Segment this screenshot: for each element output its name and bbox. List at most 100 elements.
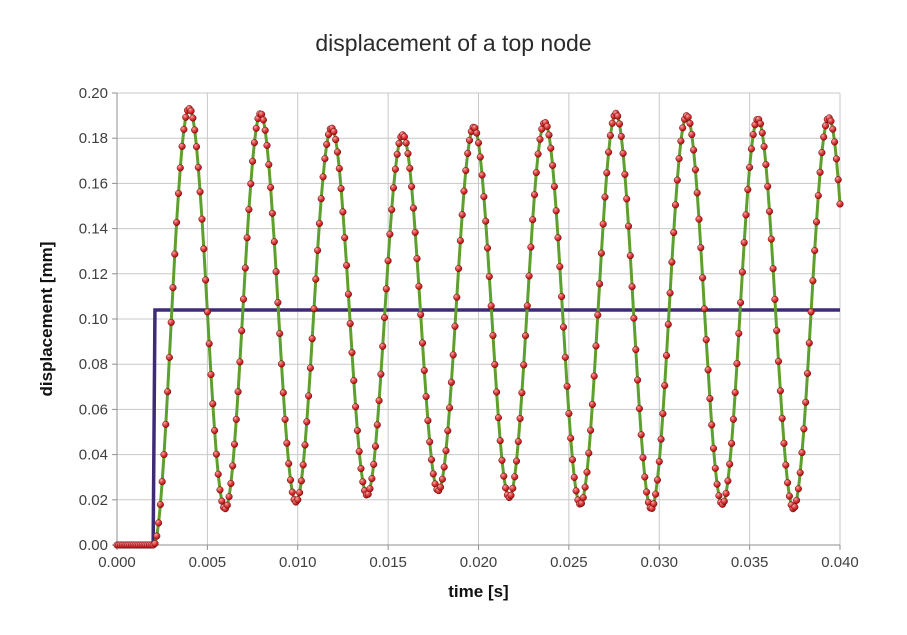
data-point-marker xyxy=(549,161,557,169)
y-axis-title: displacement [mm] xyxy=(37,241,56,397)
x-tick-label: 0.015 xyxy=(369,554,407,571)
data-point-marker xyxy=(583,468,591,476)
data-point-marker xyxy=(214,470,222,478)
data-point-marker xyxy=(599,220,607,228)
data-point-marker xyxy=(706,395,714,403)
data-point-marker xyxy=(523,302,531,310)
data-point-marker xyxy=(458,211,466,219)
data-point-marker xyxy=(176,164,184,172)
data-point-marker xyxy=(556,263,564,271)
data-point-marker xyxy=(520,361,528,369)
data-point-marker xyxy=(296,489,304,497)
data-point-marker xyxy=(688,130,696,139)
data-point-marker xyxy=(588,400,596,408)
data-point-marker xyxy=(756,120,765,128)
data-point-marker xyxy=(348,349,356,357)
data-point-marker xyxy=(605,148,613,156)
data-point-marker xyxy=(400,133,408,141)
data-point-marker xyxy=(715,492,723,500)
data-point-marker xyxy=(277,360,286,368)
data-point-marker xyxy=(634,376,642,384)
x-tick-label: 0.010 xyxy=(279,554,317,571)
grid-lines xyxy=(117,92,841,545)
data-point-marker xyxy=(794,485,802,493)
data-point-marker xyxy=(446,404,454,412)
data-point-marker xyxy=(382,285,390,293)
data-point-marker xyxy=(305,392,313,400)
data-point-marker xyxy=(836,200,844,208)
data-point-marker xyxy=(478,171,486,179)
data-point-marker xyxy=(444,427,452,435)
data-point-marker xyxy=(395,139,403,147)
data-point-marker xyxy=(196,188,204,196)
y-tick-label: 0.20 xyxy=(79,85,108,102)
data-point-marker xyxy=(532,169,540,177)
data-point-marker xyxy=(205,340,213,348)
data-point-marker xyxy=(800,425,808,433)
data-point-marker xyxy=(568,456,577,464)
data-point-marker xyxy=(818,149,826,157)
data-point-marker xyxy=(534,150,542,158)
data-point-marker xyxy=(274,298,282,307)
data-point-marker xyxy=(496,437,504,445)
data-point-marker xyxy=(615,120,624,128)
data-point-marker xyxy=(509,484,517,492)
data-point-marker xyxy=(211,426,219,435)
data-point-marker xyxy=(384,257,392,265)
data-point-marker xyxy=(391,165,399,173)
data-point-marker xyxy=(749,131,757,139)
data-point-marker xyxy=(239,295,248,303)
data-point-marker xyxy=(550,182,558,191)
data-point-marker xyxy=(357,465,365,473)
data-point-marker xyxy=(411,228,419,236)
data-point-marker xyxy=(565,409,573,418)
data-point-marker xyxy=(650,500,658,508)
data-point-marker xyxy=(791,503,799,511)
data-point-marker xyxy=(310,305,318,313)
data-point-marker xyxy=(218,497,226,505)
data-point-marker xyxy=(473,129,481,137)
data-point-marker xyxy=(735,329,743,337)
data-point-marker xyxy=(816,168,824,176)
y-tick-label: 0.04 xyxy=(79,447,108,464)
data-point-marker xyxy=(502,484,510,492)
data-point-marker xyxy=(178,142,186,150)
data-point-marker xyxy=(702,336,710,344)
data-point-marker xyxy=(375,397,383,405)
data-point-marker xyxy=(314,246,322,254)
data-point-marker xyxy=(169,284,177,292)
data-point-marker xyxy=(597,249,605,257)
data-point-marker xyxy=(666,289,674,297)
data-point-marker xyxy=(288,488,296,496)
data-point-marker xyxy=(637,431,645,439)
data-point-marker xyxy=(671,201,680,209)
data-point-marker xyxy=(536,135,544,143)
data-point-marker xyxy=(733,360,741,368)
data-point-marker xyxy=(559,323,568,331)
data-point-marker xyxy=(832,155,840,163)
data-point-marker xyxy=(417,311,425,319)
data-point-marker xyxy=(805,339,813,347)
data-point-marker xyxy=(308,335,316,343)
data-point-marker xyxy=(321,155,329,163)
data-point-marker xyxy=(796,469,804,477)
data-point-marker xyxy=(420,366,428,375)
data-point-marker xyxy=(668,258,676,266)
data-point-marker xyxy=(299,461,307,469)
data-point-marker xyxy=(194,163,202,171)
data-point-marker xyxy=(333,148,342,156)
data-point-marker xyxy=(317,195,325,203)
data-point-marker xyxy=(587,426,595,434)
data-point-marker xyxy=(373,421,381,429)
data-point-marker xyxy=(722,489,730,497)
data-point-marker xyxy=(570,473,578,481)
data-point-marker xyxy=(720,497,728,505)
x-tick-label: 0.030 xyxy=(640,554,678,571)
data-point-marker xyxy=(225,493,233,501)
data-point-marker xyxy=(572,487,580,495)
data-point-marker xyxy=(480,193,488,201)
y-tick-label: 0.10 xyxy=(79,311,108,328)
data-point-marker xyxy=(203,308,211,316)
